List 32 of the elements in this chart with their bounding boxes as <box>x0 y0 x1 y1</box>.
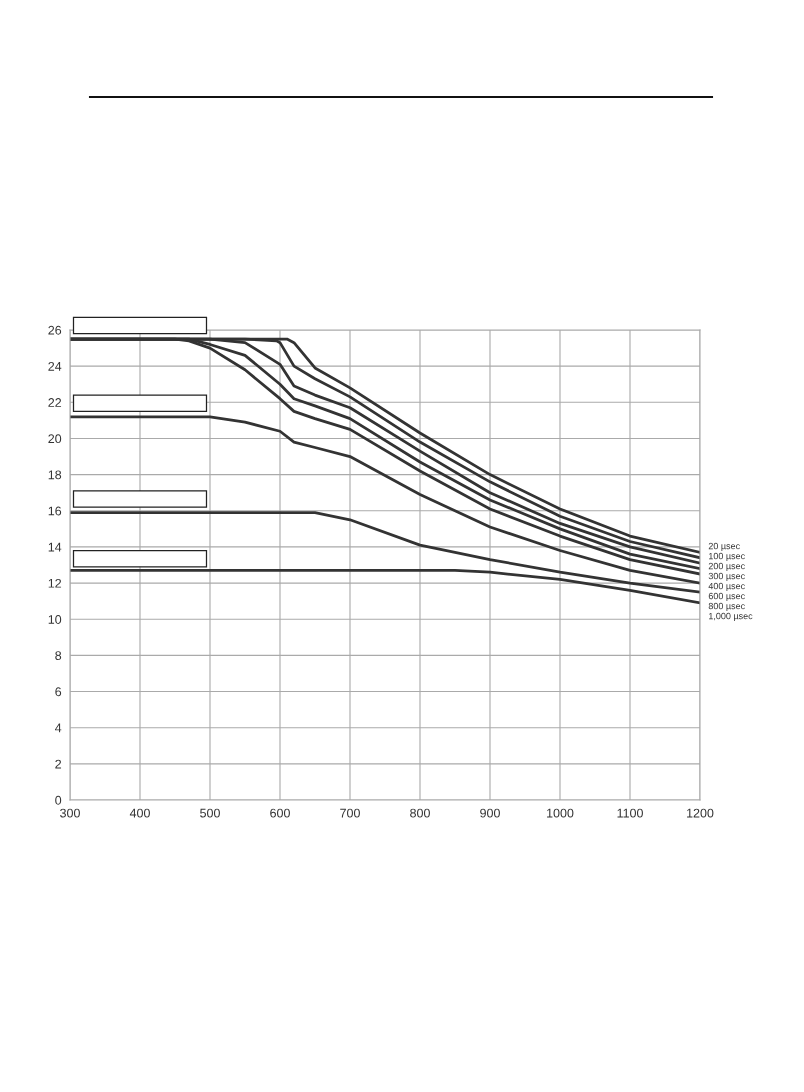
x-tick-label: 1000 <box>547 808 574 818</box>
series-label: 400 µsec <box>708 582 745 591</box>
y-tick-label: 22 <box>48 398 62 407</box>
y-tick-label: 8 <box>55 651 62 661</box>
series-label: 1,000 µsec <box>709 612 753 621</box>
series-label: 600 µsec <box>708 592 745 601</box>
series-label: 200 µsec <box>708 562 745 571</box>
x-tick-label: 700 <box>340 808 360 818</box>
x-tick-label: 1200 <box>687 808 714 818</box>
x-tick-label: 1100 <box>617 808 643 818</box>
y-tick-label: 0 <box>55 795 62 805</box>
x-tick-label: 400 <box>129 808 150 818</box>
y-tick-label: 14 <box>48 542 62 552</box>
y-tick-label: 2 <box>55 759 62 769</box>
y-tick-label: 6 <box>55 687 62 697</box>
series-label: 100 µsec <box>709 552 745 561</box>
y-tick-label: 4 <box>55 723 62 733</box>
series-label: 800 µsec <box>708 602 745 611</box>
y-tick-label: 18 <box>48 470 62 480</box>
y-tick-label: 10 <box>48 615 62 624</box>
x-tick-label: 900 <box>480 808 500 818</box>
x-tick-label: 300 <box>60 808 80 818</box>
x-tick-label: 600 <box>270 808 290 818</box>
series-label: 20 µsec <box>708 542 740 551</box>
y-tick-label: 16 <box>48 506 62 516</box>
y-tick-label: 12 <box>48 578 62 588</box>
y-tick-label: 20 <box>48 434 62 444</box>
y-tick-label: 26 <box>48 325 62 335</box>
x-tick-label: 800 <box>410 808 430 818</box>
series-label: 300 µsec <box>708 572 745 581</box>
x-tick-label: 500 <box>200 808 220 818</box>
y-tick-label: 24 <box>48 361 62 371</box>
